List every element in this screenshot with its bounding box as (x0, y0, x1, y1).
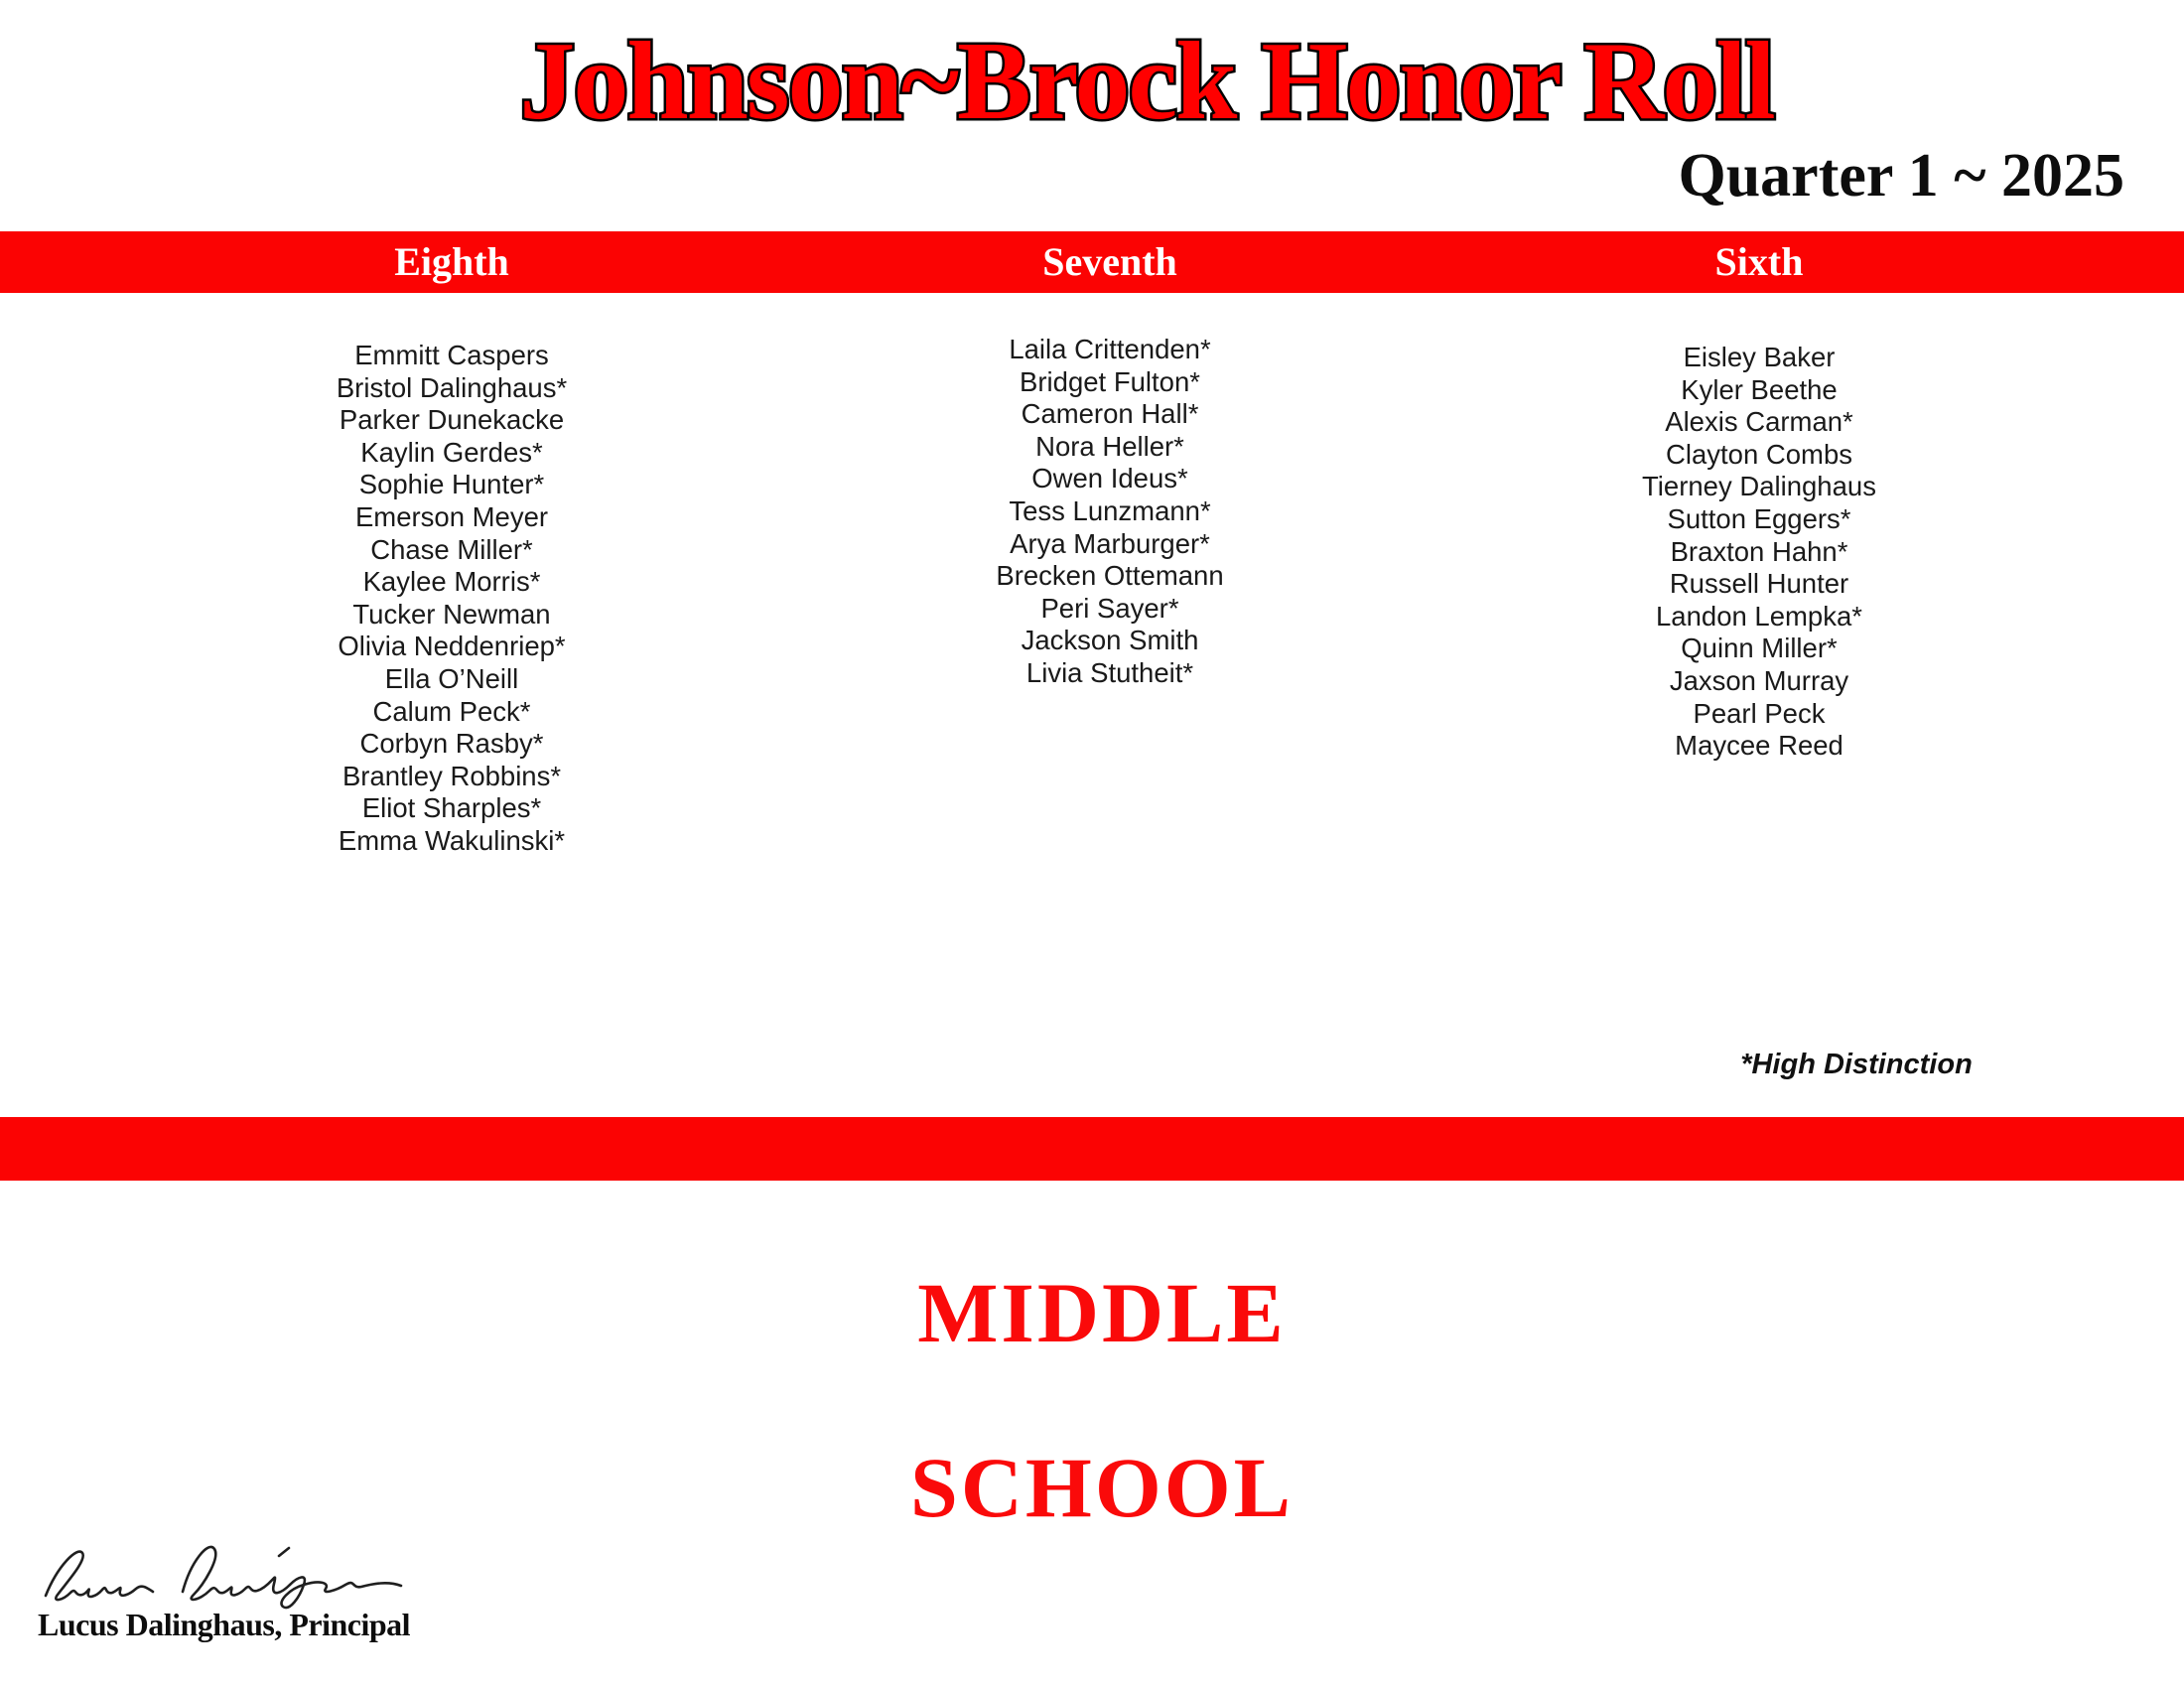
student-name: Landon Lempka* (1656, 600, 1862, 632)
student-name: Cameron Hall* (1021, 398, 1199, 430)
student-name: Sutton Eggers* (1667, 502, 1851, 534)
student-name: Maycee Reed (1675, 730, 1843, 762)
quarter-subtitle: Quarter 1 ~ 2025 (1678, 142, 2124, 210)
student-name: Pearl Peck (1693, 697, 1826, 729)
student-name: Brecken Ottemann (996, 560, 1224, 592)
student-name: Peri Sayer* (1040, 592, 1179, 624)
student-name: Emma Wakulinski* (338, 824, 566, 856)
student-list-sixth: Eisley Baker Kyler Beethe Alexis Carman* Cl… (1427, 342, 2092, 763)
column-header-sixth: Sixth (1714, 239, 1804, 284)
student-name: Kaylee Morris* (362, 566, 541, 598)
student-name: Nora Heller* (1035, 430, 1184, 462)
student-name: Tucker Newman (352, 598, 551, 630)
student-name: Laila Crittenden* (1009, 334, 1211, 364)
student-name: Quinn Miller* (1681, 633, 1838, 664)
footer-school-text: SCHOOL (910, 1440, 1294, 1535)
principal-signature-icon (44, 1545, 403, 1610)
student-name: Calum Peck* (372, 695, 531, 727)
grade-header-bar: Eighth Seventh Sixth (0, 231, 2184, 293)
student-name: Bridget Fulton* (1020, 365, 1200, 397)
principal-name: Lucus Dalinghaus, Principal (38, 1607, 411, 1642)
student-name: Jaxson Murray (1669, 664, 1849, 696)
column-header-seventh: Seventh (1042, 239, 1177, 284)
student-name: Livia Stutheit* (1025, 656, 1194, 688)
student-name: Alexis Carman* (1665, 406, 1853, 438)
student-name: Emerson Meyer (354, 500, 549, 532)
high-distinction-note: *High Distinction (1740, 1049, 1973, 1080)
student-name: Clayton Combs (1666, 438, 1852, 470)
student-name: Chase Miller* (370, 533, 533, 565)
student-name: Jackson Smith (1021, 625, 1199, 656)
student-name: Tierney Dalinghaus (1642, 471, 1876, 502)
footer-middle-text: MIDDLE (917, 1265, 1287, 1360)
student-name: Arya Marburger* (1010, 527, 1210, 559)
student-name: Russell Hunter (1669, 568, 1849, 600)
student-name: Corbyn Rasby* (359, 728, 544, 760)
student-name: Owen Ideus* (1031, 463, 1188, 494)
student-list-eighth: Emmitt Caspers Bristol Dalinghaus* Parker … (119, 340, 784, 858)
student-name: Bristol Dalinghaus* (336, 371, 568, 403)
student-name: Parker Dunekacke (339, 404, 565, 436)
student-name: Ella O’Neill (384, 662, 519, 694)
column-header-eighth: Eighth (394, 239, 509, 284)
student-name: Eliot Sharples* (361, 792, 542, 824)
student-list-seventh: Laila Crittenden* Bridget Fulton* Cameron … (777, 334, 1442, 690)
student-name: Tess Lunzmann* (1009, 494, 1211, 526)
student-name: Emmitt Caspers (354, 340, 549, 370)
red-divider-bar (0, 1117, 2184, 1181)
student-name: Eisley Baker (1683, 342, 1836, 372)
student-name: Olivia Neddenriep* (338, 631, 566, 662)
student-name: Brantley Robbins* (341, 760, 562, 791)
student-name: Kyler Beethe (1681, 373, 1838, 405)
student-name: Sophie Hunter* (358, 469, 545, 500)
student-name: Kaylin Gerdes* (360, 436, 543, 468)
student-name: Braxton Hahn* (1670, 535, 1848, 567)
page-title: Johnson~Brock Honor Roll (517, 18, 1778, 146)
